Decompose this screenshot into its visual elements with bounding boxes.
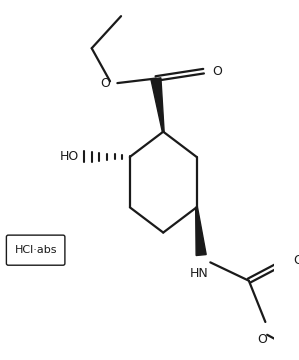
Polygon shape — [151, 78, 164, 132]
Text: O: O — [100, 77, 110, 90]
FancyBboxPatch shape — [6, 235, 65, 265]
Polygon shape — [196, 207, 206, 256]
Text: O: O — [293, 254, 299, 267]
Text: O: O — [213, 65, 223, 78]
Text: HCl·abs: HCl·abs — [14, 245, 57, 255]
Text: HO: HO — [59, 150, 79, 163]
Text: HN: HN — [190, 267, 209, 280]
Text: O: O — [257, 333, 267, 346]
